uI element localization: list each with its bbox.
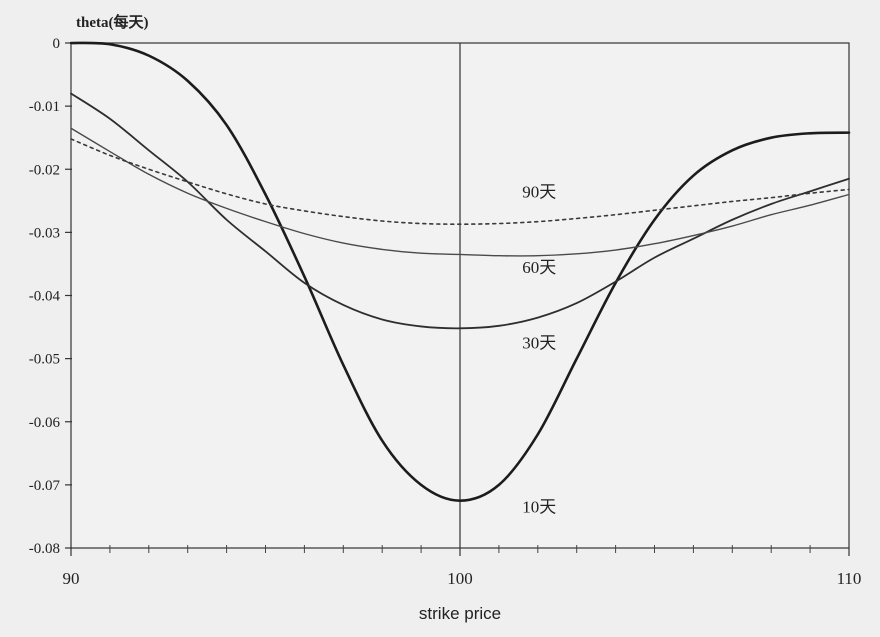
y-tick-label: -0.08 [29,541,60,557]
y-tick-label: -0.07 [29,478,61,494]
y-tick-label: -0.06 [29,415,61,431]
x-axis-label: strike price [419,604,501,623]
series-label-90-days: 90天 [522,183,556,202]
series-line-30-days [70,92,850,330]
y-tick-label: -0.02 [29,162,60,178]
y-axis-label: theta(每天) [76,13,148,31]
series-label-30-days: 30天 [522,334,556,353]
series-line-10-days [69,41,851,502]
series-line-60-days [70,127,850,257]
y-tick-label: -0.05 [29,352,60,368]
y-tick-label: 0 [53,36,61,52]
x-minor-ticks [109,545,811,553]
series-line-90-days [70,138,850,225]
y-tick-label: -0.04 [29,289,61,305]
y-tick-label: -0.01 [29,99,60,115]
y-tick-label: -0.03 [29,225,60,241]
x-tick-label: 90 [63,569,80,588]
series-label-60-days: 60天 [522,258,556,277]
series-label-10-days: 10天 [522,498,556,517]
x-ticks: 90 100 110 [63,548,862,588]
x-tick-label: 100 [447,569,473,588]
series-annotations: 90天 60天 30天 10天 [522,183,556,517]
series-lines [69,41,851,502]
x-tick-label: 110 [837,569,862,588]
y-ticks: 0 -0.01 -0.02 -0.03 -0.04 -0.05 -0.06 -0.07 -0.0… [29,36,72,557]
